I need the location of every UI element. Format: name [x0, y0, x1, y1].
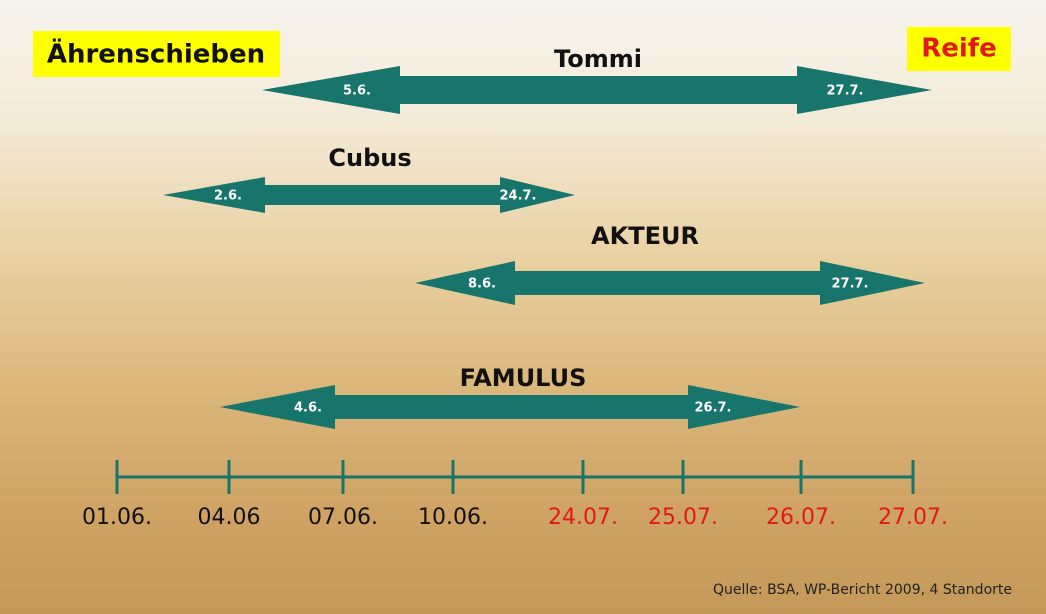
axis-label: 25.07.: [648, 505, 718, 530]
slide: Ährenschieben Reife Quelle: BSA, WP-Beri…: [0, 0, 1046, 614]
axis-label: 27.07.: [878, 505, 948, 530]
start-date: 2.6.: [214, 189, 242, 204]
heading-label: Ährenschieben: [47, 38, 265, 70]
start-date: 8.6.: [468, 277, 496, 292]
axis-label: 07.06.: [308, 505, 378, 530]
end-date: 24.7.: [499, 189, 536, 204]
variety-name: Tommi: [554, 45, 642, 73]
source: Quelle: BSA, WP-Bericht 2009, 4 Standort…: [713, 582, 1012, 598]
diagram: Ährenschieben Reife Quelle: BSA, WP-Beri…: [0, 0, 1046, 614]
start-date: 4.6.: [294, 401, 322, 416]
variety-name: AKTEUR: [591, 222, 699, 250]
axis-label: 24.07.: [548, 505, 618, 530]
end-date: 27.7.: [826, 84, 863, 99]
end-date: 26.7.: [694, 401, 731, 416]
axis-label: 26.07.: [766, 505, 836, 530]
variety-name: Cubus: [328, 144, 411, 172]
axis-label: 01.06.: [82, 505, 152, 530]
axis-label: 10.06.: [418, 505, 488, 530]
end-date: 27.7.: [831, 277, 868, 292]
axis-label: 04.06: [198, 505, 261, 530]
variety-name: FAMULUS: [460, 364, 587, 392]
start-date: 5.6.: [343, 84, 371, 99]
maturity-label: Reife: [921, 34, 997, 64]
